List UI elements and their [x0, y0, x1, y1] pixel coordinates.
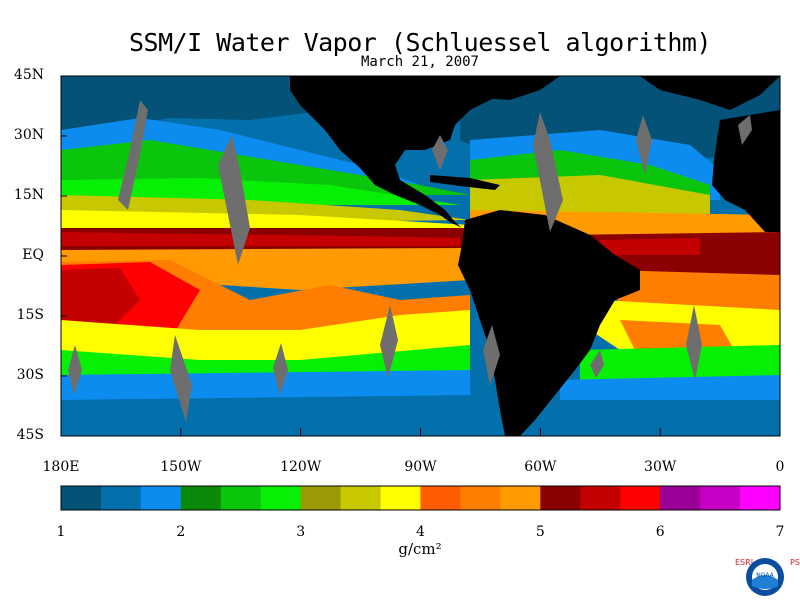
colorbar-units: g/cm² [398, 540, 442, 558]
swath-gap [432, 135, 448, 170]
colorbar-swatch [460, 486, 501, 510]
longitude-label: 0 [775, 459, 785, 475]
colorbar-swatch [660, 486, 701, 510]
latitude-label: 45N [13, 67, 44, 83]
swath-gap [590, 350, 604, 378]
colorbar-swatch [340, 486, 382, 510]
longitude-label: 180E [42, 459, 80, 475]
chart-date: March 21, 2007 [360, 54, 479, 70]
colorbar-swatch [140, 486, 182, 510]
colorbar-swatch [500, 486, 541, 510]
vapor-spcz-core [61, 268, 140, 330]
swath-gap [636, 115, 652, 175]
colorbar-swatch [61, 486, 102, 510]
longitude-label: 120W [280, 459, 322, 475]
colorbar-tick-label: 3 [296, 524, 306, 540]
caribbean-islands [430, 175, 500, 190]
colorbar-swatch [220, 486, 262, 510]
colorbar-swatch [100, 486, 142, 510]
colorbar-swatch [740, 486, 781, 510]
noaa-logo-text: NOAA [756, 572, 774, 579]
latitude-ticks [61, 75, 67, 437]
swath-gap [273, 343, 288, 395]
colorbar [60, 485, 781, 511]
colorbar-tick-label: 4 [416, 524, 425, 540]
colorbar-swatch [260, 486, 302, 510]
colorbar-swatch [620, 486, 661, 510]
south-america-land [458, 210, 640, 436]
psd-letters: PSD [790, 558, 800, 567]
longitude-ticks [60, 428, 781, 436]
vapor-satl-5 [520, 400, 780, 436]
vapor-atl-itcz-core [600, 238, 700, 255]
swath-gap [68, 345, 82, 395]
longitude-label: 90W [404, 459, 437, 475]
vapor-band-s6 [61, 395, 470, 436]
north-america-land [290, 76, 520, 228]
vapor-itcz-core [61, 232, 460, 246]
colorbar-swatch [180, 486, 222, 510]
swath-gap [170, 335, 192, 422]
colorbar-swatch [380, 486, 421, 510]
colorbar-swatch [580, 486, 621, 510]
latitude-label: 30N [13, 127, 44, 143]
canada-east-land [470, 76, 560, 100]
colorbar-frame [60, 485, 781, 511]
colorbar-tick-label: 7 [775, 524, 785, 540]
longitude-label: 30W [644, 459, 677, 475]
latitude-label: 15S [16, 307, 44, 323]
noaa-logo: NOAA [746, 558, 784, 596]
colorbar-tick-label: 6 [655, 524, 665, 540]
swath-gap [118, 100, 148, 210]
chart-title: SSM/I Water Vapor (Schluessel algorithm) [128, 28, 712, 57]
longitude-label: 60W [524, 459, 557, 475]
swath-gap [483, 325, 500, 385]
vapor-satl-3 [580, 345, 780, 385]
colorbar-tick-label: 2 [176, 524, 186, 540]
colorbar-swatch [300, 486, 342, 510]
colorbar-swatch [540, 486, 581, 510]
colorbar-tick-label: 1 [56, 524, 66, 540]
latitude-label: EQ [22, 247, 44, 263]
europe-land [640, 76, 780, 110]
swath-gap [738, 115, 752, 145]
latitude-label: 30S [16, 367, 44, 383]
swath-gap [380, 305, 398, 378]
swath-gap [533, 112, 563, 232]
latitude-label: 45S [16, 427, 44, 443]
swath-gap [686, 305, 702, 380]
swath-gap [218, 135, 250, 265]
latitude-label: 15N [13, 187, 44, 203]
africa-land [712, 110, 780, 232]
colorbar-tick-label: 5 [535, 524, 545, 540]
longitude-label: 150W [160, 459, 202, 475]
colorbar-swatch [700, 486, 741, 510]
colorbar-swatch [420, 486, 461, 510]
